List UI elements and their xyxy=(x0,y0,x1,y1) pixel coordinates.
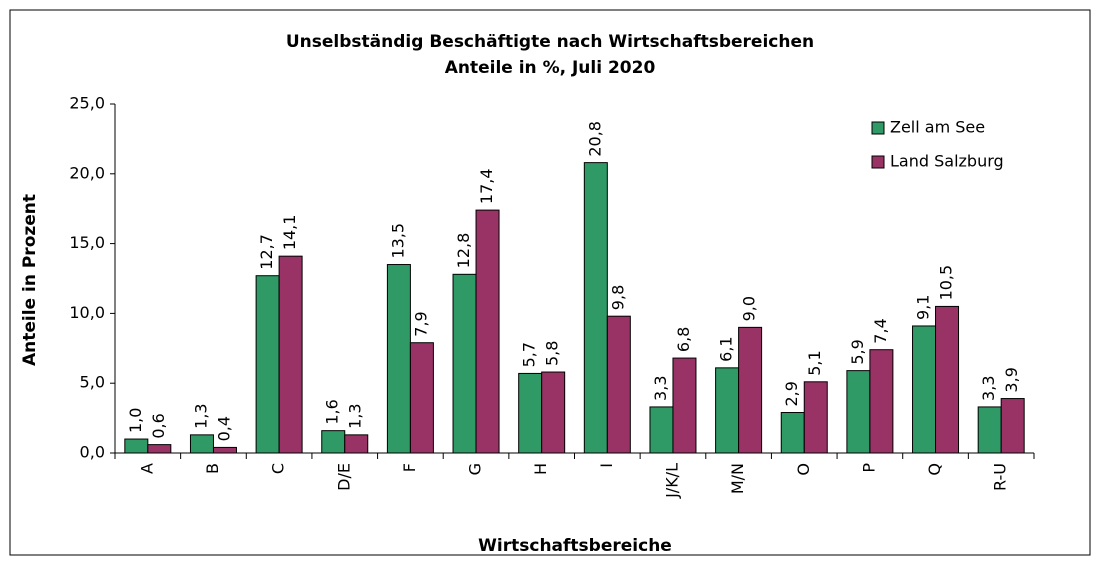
bar xyxy=(672,357,697,454)
value-label: 3,3 xyxy=(979,375,998,400)
value-label: 1,6 xyxy=(323,399,342,424)
y-tick-label: 15,0 xyxy=(69,233,105,252)
value-label: 17,4 xyxy=(477,168,496,204)
value-label: 6,1 xyxy=(717,336,736,361)
y-axis-title: Anteile in Prozent xyxy=(20,194,40,366)
bar xyxy=(344,434,369,454)
value-label: 20,8 xyxy=(585,121,604,157)
bar xyxy=(1000,398,1025,454)
y-tick-label: 20,0 xyxy=(69,163,105,182)
y-tick-label: 10,0 xyxy=(69,303,105,322)
bar xyxy=(255,275,280,454)
x-tick-label: A xyxy=(137,463,156,474)
value-label: 9,1 xyxy=(914,295,933,320)
legend-swatch xyxy=(871,121,885,135)
value-label: 2,9 xyxy=(782,381,801,406)
value-label: 5,9 xyxy=(848,339,867,364)
x-tick-label: R-U xyxy=(991,463,1010,491)
bar xyxy=(409,342,434,454)
value-label: 1,0 xyxy=(126,408,145,433)
y-tick-label: 0,0 xyxy=(80,443,105,462)
chart-frame xyxy=(9,9,1091,556)
x-axis-title: Wirtschaftsbereiche xyxy=(478,536,672,556)
bar xyxy=(977,406,1002,454)
value-label: 5,7 xyxy=(520,342,539,367)
x-tick-label: P xyxy=(859,463,878,473)
x-tick-label: I xyxy=(597,463,616,468)
bar xyxy=(124,438,149,454)
legend-label: Zell am See xyxy=(890,118,985,137)
value-label: 12,8 xyxy=(454,233,473,269)
x-tick-label: J/K/L xyxy=(662,463,681,499)
chart-title: Unselbständig Beschäftigte nach Wirtscha… xyxy=(286,32,814,52)
bar xyxy=(715,367,740,454)
bar xyxy=(803,381,828,454)
bar xyxy=(147,444,172,454)
bar xyxy=(212,446,237,454)
bar xyxy=(912,325,937,454)
bar xyxy=(518,372,543,454)
bar xyxy=(475,209,500,454)
bar xyxy=(846,370,871,454)
y-tick-label: 5,0 xyxy=(80,373,105,392)
bar xyxy=(649,406,674,454)
x-tick-label: C xyxy=(269,463,288,474)
value-label: 1,3 xyxy=(346,403,365,428)
value-label: 10,5 xyxy=(937,265,956,301)
value-label: 12,7 xyxy=(257,234,276,270)
value-label: 5,8 xyxy=(543,341,562,366)
bar xyxy=(189,434,214,454)
value-label: 13,5 xyxy=(388,223,407,259)
bar xyxy=(869,349,894,454)
value-label: 0,6 xyxy=(149,413,168,438)
value-label: 14,1 xyxy=(280,215,299,251)
bar xyxy=(278,255,303,454)
value-label: 6,8 xyxy=(674,327,693,352)
bar xyxy=(386,264,411,454)
x-tick-label: Q xyxy=(925,463,944,476)
x-tick-label: O xyxy=(794,463,813,476)
value-label: 3,9 xyxy=(1002,367,1021,392)
x-tick-label: H xyxy=(531,463,550,475)
legend-label: Land Salzburg xyxy=(890,152,1004,171)
value-label: 5,1 xyxy=(805,350,824,375)
bar xyxy=(541,371,566,454)
bar xyxy=(935,305,960,454)
legend-swatch xyxy=(871,155,885,169)
value-label: 3,3 xyxy=(651,375,670,400)
value-label: 0,4 xyxy=(214,416,233,441)
value-label: 7,4 xyxy=(871,318,890,343)
bar xyxy=(738,326,763,454)
y-tick-label: 25,0 xyxy=(69,94,105,113)
x-tick-label: D/E xyxy=(334,463,353,491)
bar xyxy=(452,273,477,454)
x-tick-label: B xyxy=(203,463,222,474)
bar xyxy=(583,162,608,454)
bar xyxy=(321,430,346,454)
value-label: 7,9 xyxy=(411,311,430,336)
bar xyxy=(780,412,805,454)
bar xyxy=(606,315,631,454)
x-tick-label: M/N xyxy=(728,463,747,494)
value-label: 9,0 xyxy=(740,296,759,321)
chart-subtitle: Anteile in %, Juli 2020 xyxy=(445,58,656,78)
value-label: 1,3 xyxy=(191,403,210,428)
x-tick-label: F xyxy=(400,463,419,472)
value-label: 9,8 xyxy=(608,285,627,310)
x-tick-label: G xyxy=(466,463,485,475)
